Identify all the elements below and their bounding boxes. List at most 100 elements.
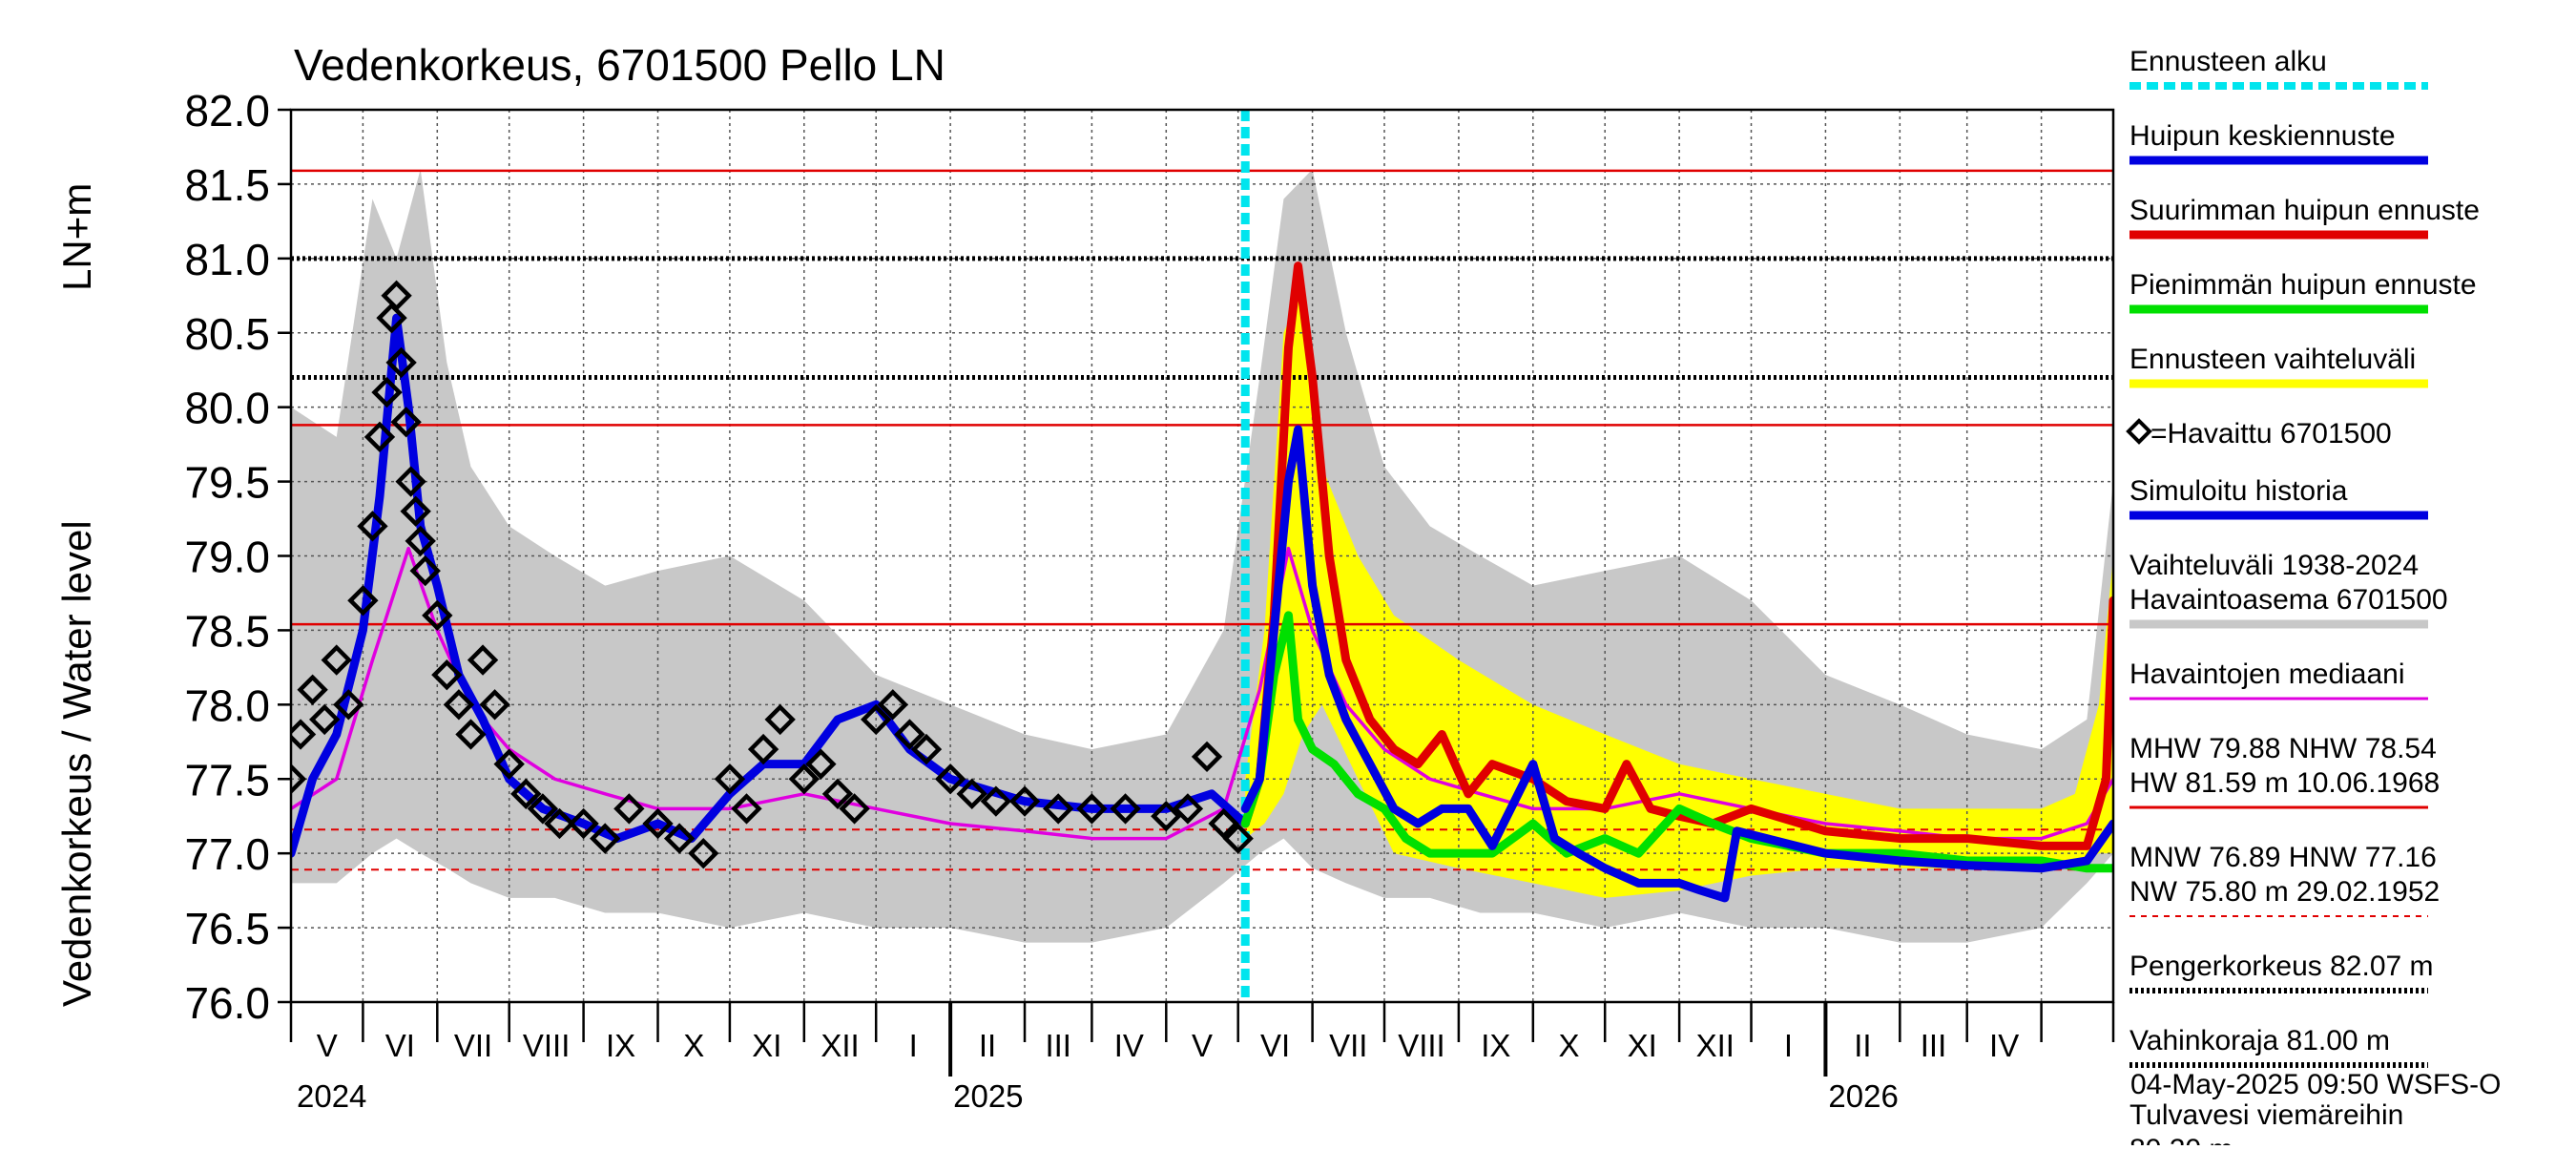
legend-label: MHW 79.88 NHW 78.54 [2129,733,2437,764]
x-month-label: IX [1481,1028,1510,1063]
observed-point [590,823,621,854]
observed-point [861,703,892,736]
y-tick-label: 79.5 [184,458,270,508]
y-tick-label: 81.5 [184,160,270,210]
x-month-label: VIII [1398,1028,1445,1063]
observed-point [764,703,796,736]
legend-label: Havaintojen mediaani [2129,659,2405,690]
y-tick-label: 76.0 [184,978,270,1028]
y-tick-label: 78.5 [184,606,270,656]
x-month-label: VII [1329,1028,1367,1063]
observed-point [455,719,487,750]
observed-point [642,807,674,840]
observed-point [527,793,559,825]
legend-label: Ennusteen vaihteluväli [2129,344,2416,375]
legend: Ennusteen alku Huipun keskiennuste Suurimm… [2126,46,2480,1150]
series-pienimm-n-huipun-ennuste [1240,611,2113,873]
observed-point [390,407,422,438]
chart-title: Vedenkorkeus, 6701500 Pello LN [294,40,945,90]
y-tick-label: 81.0 [184,235,270,284]
x-month-label: IV [1114,1028,1144,1063]
observed-point [385,346,417,379]
legend-label: Ennusteen alku [2129,46,2327,77]
legend-entry: Pienimmän huipun ennuste [2129,269,2477,314]
observed-point [479,689,510,721]
legend-entry: Vaihteluväli 1938-2024 Havaintoasema 670… [2129,550,2448,629]
observed-point [1110,793,1141,825]
observed-point [1172,793,1204,825]
y-tick-label: 77.5 [184,755,270,805]
x-month-label: III [1045,1028,1071,1063]
x-month-label: I [909,1028,918,1063]
x-month-label: III [1921,1028,1947,1063]
x-month-label: VIII [523,1028,571,1063]
observed-point [805,748,837,780]
legend-label: HW 81.59 m 10.06.1968 [2129,767,2440,799]
legend-entry: Suurimman huipun ennuste [2129,195,2480,240]
observed-point [1222,823,1254,854]
observed-point [894,719,925,750]
x-month-label: IX [606,1028,635,1063]
observed-point [510,778,542,810]
footer-timestamp: 04-May-2025 09:50 WSFS-O [2130,1069,2502,1100]
observed-point [409,554,441,587]
observed-point [788,763,820,795]
observed-point [405,525,436,557]
observed-point [613,793,645,825]
observed-point [400,495,431,527]
observed-point [291,763,307,795]
y-axis-unit-label: LN+m [54,183,99,291]
x-year-label: 2026 [1828,1078,1898,1114]
legend-label: Suurimman huipun ennuste [2129,195,2480,226]
band-layer [291,169,2113,943]
observed-point [568,807,599,840]
observed-point [1076,793,1108,825]
legend-entry: Huipun keskiennuste [2129,120,2428,165]
x-month-label: VI [385,1028,415,1063]
legend-entry: Simuloitu historia [2129,475,2428,520]
observed-point [956,778,987,810]
x-month-label: V [317,1028,338,1063]
observed-point [877,689,908,721]
x-year-label: 2024 [297,1078,366,1114]
legend-entry: Ennusteen vaihteluväli [2129,344,2428,388]
observed-point [309,703,341,736]
legend-entry: Tulvavesi viemäreihin 80.20 m [2129,1099,2403,1150]
observed-point [747,733,779,765]
observed-point [431,659,463,691]
legend-label: Tulvavesi viemäreihin [2129,1099,2403,1131]
legend-label: Vahinkoraja 81.00 m [2129,1025,2390,1056]
legend-label: Pengerkorkeus 82.07 m [2129,951,2434,982]
observed-point [467,644,499,676]
x-month-label: VI [1260,1028,1290,1063]
legend-label: NW 75.80 m 29.02.1952 [2129,876,2440,908]
y-tick-label: 82.0 [184,86,270,136]
observed-point [364,421,396,453]
band-ennusteen-vaihteluv-li [1245,288,2113,898]
x-month-label: VII [454,1028,492,1063]
observed-point [493,748,525,780]
legend-label: =Havaittu 6701500 [2150,418,2392,450]
observed-point [297,674,328,705]
legend-label: Pienimmän huipun ennuste [2129,269,2477,301]
legend-label: Simuloitu historia [2129,475,2348,507]
x-month-label: IV [1989,1028,2019,1063]
observed-point [1208,807,1239,840]
y-tick-label: 79.0 [184,533,270,582]
legend-marker-icon [2126,418,2152,445]
observed-point [357,511,388,542]
x-month-label: XII [821,1028,859,1063]
observed-point [333,689,364,721]
series-huipun-keskiennuste [1240,425,2113,903]
observed-point [934,763,966,795]
x-month-label: I [1784,1028,1793,1063]
observed-point [381,280,412,311]
x-month-label: XII [1696,1028,1735,1063]
legend-entry: Vahinkoraja 81.00 m [2129,1025,2428,1068]
observed-point [321,644,352,676]
observed-point [980,785,1012,817]
x-month-label: XI [1628,1028,1657,1063]
legend-label: Havaintoasema 6701500 [2129,584,2448,616]
